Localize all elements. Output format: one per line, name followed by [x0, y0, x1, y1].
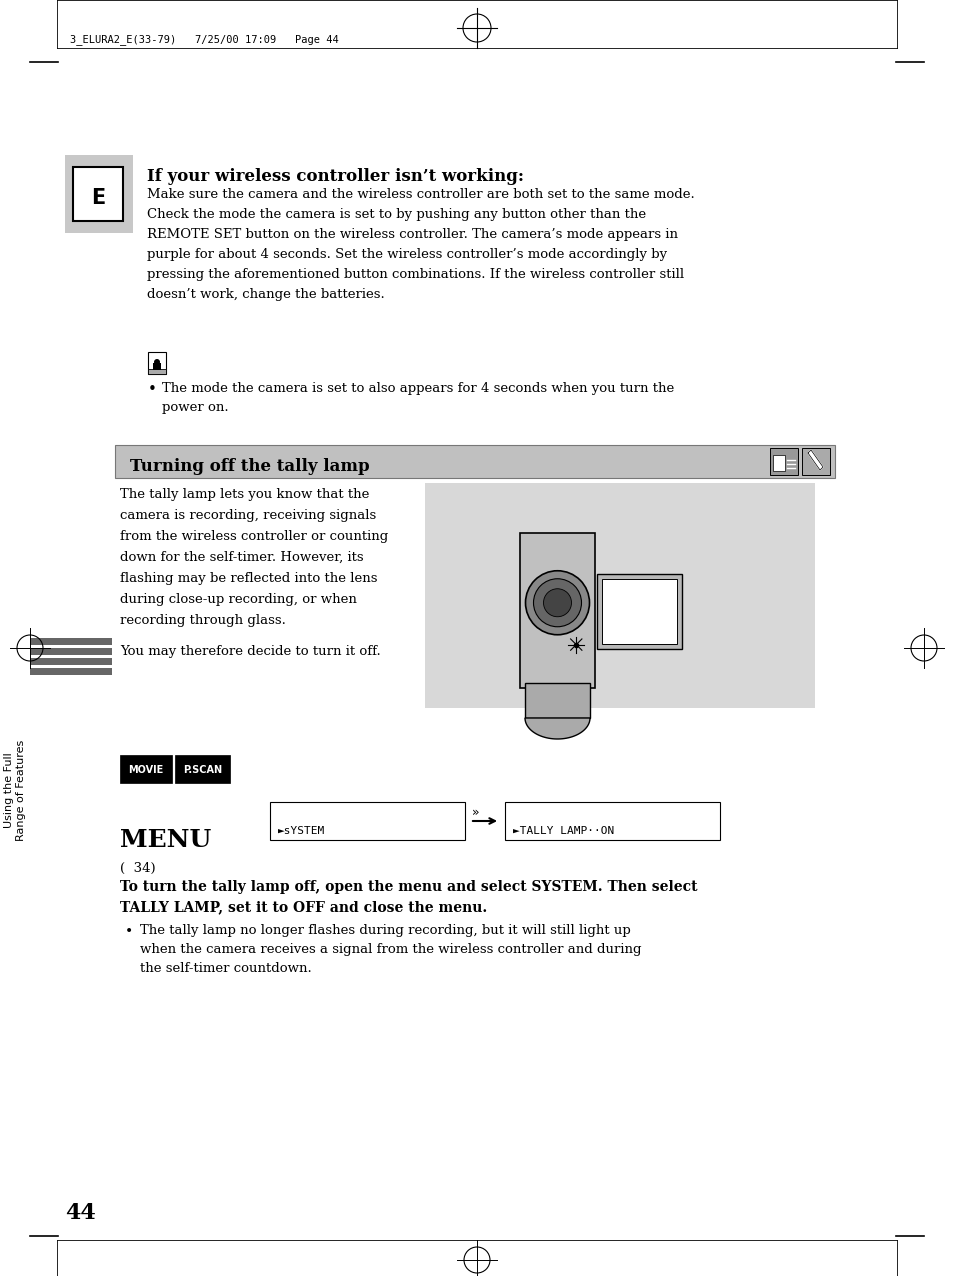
Text: (  34): ( 34) — [120, 863, 155, 875]
Text: camera is recording, receiving signals: camera is recording, receiving signals — [120, 509, 375, 522]
Bar — [30, 648, 112, 655]
Text: MOVIE: MOVIE — [129, 766, 164, 775]
Bar — [120, 755, 172, 783]
Text: The tally lamp lets you know that the: The tally lamp lets you know that the — [120, 487, 369, 501]
Text: Check the mode the camera is set to by pushing any button other than the: Check the mode the camera is set to by p… — [147, 208, 645, 221]
Bar — [769, 448, 797, 475]
Bar — [504, 803, 720, 840]
Circle shape — [533, 579, 581, 627]
Text: Make sure the camera and the wireless controller are both set to the same mode.: Make sure the camera and the wireless co… — [147, 188, 694, 202]
Text: •: • — [148, 382, 156, 397]
Text: ►TALLY LAMP··ON: ►TALLY LAMP··ON — [513, 826, 614, 836]
Text: If your wireless controller isn’t working:: If your wireless controller isn’t workin… — [147, 168, 523, 185]
Text: Turning off the tally lamp: Turning off the tally lamp — [130, 458, 369, 475]
Text: MENU: MENU — [120, 828, 211, 852]
Text: doesn’t work, change the batteries.: doesn’t work, change the batteries. — [147, 288, 384, 301]
Text: from the wireless controller or counting: from the wireless controller or counting — [120, 530, 388, 544]
Bar — [597, 574, 681, 649]
Text: 3_ELURA2_E(33-79)   7/25/00 17:09   Page 44: 3_ELURA2_E(33-79) 7/25/00 17:09 Page 44 — [70, 34, 338, 45]
Text: E: E — [91, 188, 105, 208]
Bar — [270, 803, 464, 840]
Text: TALLY LAMP, set it to OFF and close the menu.: TALLY LAMP, set it to OFF and close the … — [120, 900, 487, 914]
Bar — [148, 369, 166, 374]
Circle shape — [153, 359, 160, 365]
Polygon shape — [524, 718, 589, 739]
Text: The tally lamp no longer flashes during recording, but it will still light up: The tally lamp no longer flashes during … — [140, 924, 630, 937]
Bar — [30, 638, 112, 644]
Bar — [73, 167, 123, 221]
Bar — [772, 456, 784, 471]
Text: when the camera receives a signal from the wireless controller and during: when the camera receives a signal from t… — [140, 943, 640, 956]
Polygon shape — [807, 450, 822, 470]
Bar — [801, 448, 829, 475]
Text: The mode the camera is set to also appears for 4 seconds when you turn the: The mode the camera is set to also appea… — [162, 382, 674, 396]
Bar — [524, 683, 589, 718]
Text: power on.: power on. — [162, 401, 229, 413]
Text: »: » — [472, 806, 479, 819]
Bar — [424, 484, 814, 708]
Text: pressing the aforementioned button combinations. If the wireless controller stil: pressing the aforementioned button combi… — [147, 268, 683, 281]
Bar — [115, 445, 834, 478]
Bar — [148, 352, 166, 374]
Text: •: • — [125, 924, 133, 938]
Bar — [65, 154, 132, 234]
Bar — [174, 755, 230, 783]
Text: You may therefore decide to turn it off.: You may therefore decide to turn it off. — [120, 644, 380, 658]
Bar — [152, 362, 161, 370]
Circle shape — [525, 570, 589, 634]
Text: down for the self-timer. However, its: down for the self-timer. However, its — [120, 551, 363, 564]
Text: flashing may be reflected into the lens: flashing may be reflected into the lens — [120, 572, 377, 584]
Text: To turn the tally lamp off, open the menu and select SYSTEM. Then select: To turn the tally lamp off, open the men… — [120, 880, 697, 894]
Text: during close-up recording, or when: during close-up recording, or when — [120, 593, 356, 606]
Bar — [30, 669, 112, 675]
Text: P.SCAN: P.SCAN — [183, 766, 222, 775]
Text: 44: 44 — [65, 1202, 95, 1224]
Text: REMOTE SET button on the wireless controller. The camera’s mode appears in: REMOTE SET button on the wireless contro… — [147, 228, 678, 241]
Text: purple for about 4 seconds. Set the wireless controller’s mode accordingly by: purple for about 4 seconds. Set the wire… — [147, 248, 666, 262]
Bar — [30, 658, 112, 665]
Text: recording through glass.: recording through glass. — [120, 614, 286, 627]
Text: Using the Full
Range of Features: Using the Full Range of Features — [4, 740, 26, 841]
Bar — [601, 579, 677, 644]
Text: the self-timer countdown.: the self-timer countdown. — [140, 962, 312, 975]
Circle shape — [543, 588, 571, 616]
Bar — [519, 533, 595, 688]
Text: ►sYSTEM: ►sYSTEM — [277, 826, 325, 836]
